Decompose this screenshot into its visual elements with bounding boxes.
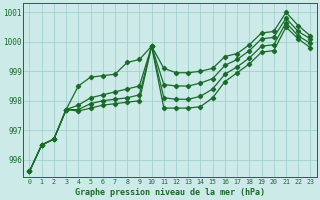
X-axis label: Graphe pression niveau de la mer (hPa): Graphe pression niveau de la mer (hPa): [75, 188, 265, 197]
